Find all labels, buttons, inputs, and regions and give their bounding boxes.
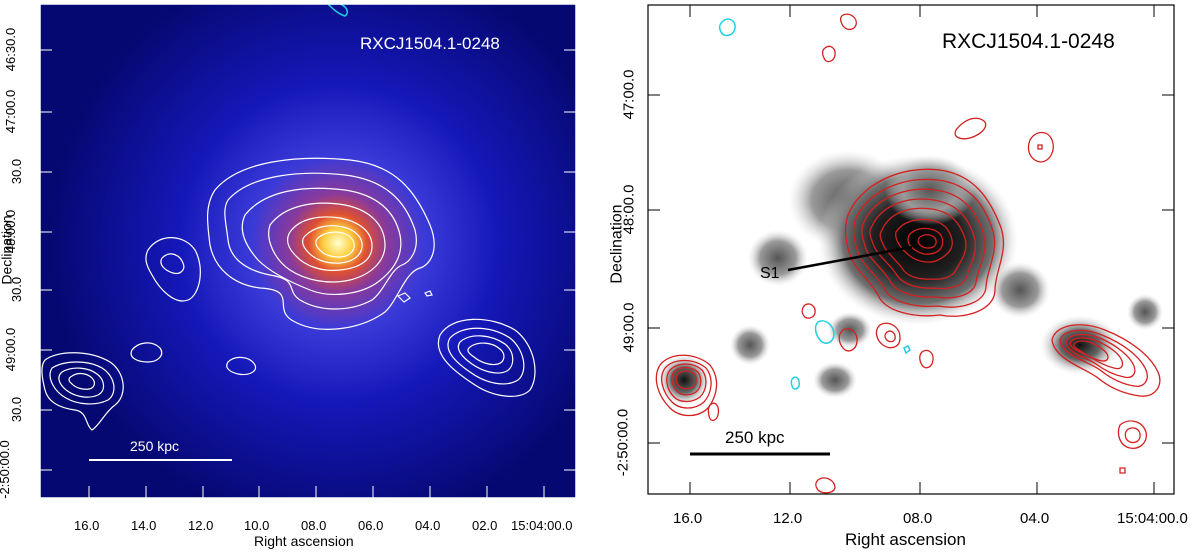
left-xtick-label: 06.0: [358, 518, 384, 533]
right-optical-image: [647, 4, 1175, 495]
galaxy-density: [658, 150, 1163, 406]
radio-contours-central-red: [844, 168, 1005, 317]
left-ticks: [40, 49, 576, 498]
right-panel: RXCJ1504.1-0248 250 kpc S1 16.0 12.0 08.…: [600, 0, 1200, 553]
right-title: RXCJ1504.1-0248: [942, 30, 1115, 53]
right-frame: [647, 4, 1175, 495]
right-ylabel: Declination: [608, 204, 626, 284]
right-xtick-label: 04.0: [1020, 510, 1050, 527]
left-xtick-label: 15:04:00.0: [511, 518, 573, 533]
right-ytick-label: 47:00.0: [620, 69, 638, 120]
negative-contour-left: [326, 3, 348, 17]
radio-contours-central: [207, 157, 435, 330]
right-ytick-label: -2:50:00.0: [614, 408, 632, 477]
source-label-s1: S1: [760, 265, 780, 282]
right-xtick-label: 16.0: [673, 510, 703, 527]
left-ytick-label: 30.0: [9, 396, 25, 423]
left-xlabel: Right ascension: [254, 533, 354, 549]
right-xtick-label: 15:04:00.0: [1117, 510, 1188, 527]
s1-pointer-line: [787, 245, 913, 272]
left-ytick-label: 47:00.0: [3, 89, 19, 134]
left-xtick-label: 12.0: [188, 518, 214, 533]
right-scale-label: 250 kpc: [725, 428, 785, 447]
left-panel: RXCJ1504.1-0248 250 kpc 16.0 14.0 12.0 1…: [0, 0, 590, 553]
right-ticks: [648, 5, 1174, 494]
right-xlabel: Right ascension: [845, 530, 966, 549]
left-ytick-label: -2:50:00.0: [0, 440, 12, 499]
radio-contours-sources-red: [655, 13, 1161, 494]
left-ytick-label: 49:00.0: [3, 327, 19, 372]
negative-contours-right: [718, 18, 911, 390]
right-xtick-label: 12.0: [773, 510, 803, 527]
left-scale-label: 250 kpc: [130, 438, 180, 454]
left-xtick-label: 14.0: [131, 518, 157, 533]
right-ytick-label: 49:00.0: [620, 302, 638, 353]
left-xtick-label: 02.0: [472, 518, 498, 533]
radio-contours-sources: [41, 237, 536, 431]
left-frame: [39, 3, 577, 499]
left-ytick-label: 30.0: [9, 158, 25, 185]
left-xtick-label: 16.0: [74, 518, 100, 533]
left-ytick-label: 46:30.0: [3, 27, 19, 72]
left-title: RXCJ1504.1-0248: [360, 34, 500, 53]
left-xray-image: [39, 3, 577, 499]
right-xtick-label: 08.0: [903, 510, 933, 527]
left-xtick-label: 04.0: [415, 518, 441, 533]
left-xtick-label: 08.0: [301, 518, 327, 533]
left-ylabel: Declination: [0, 215, 15, 285]
left-xtick-label: 10.0: [244, 518, 270, 533]
xray-field: [40, 4, 576, 498]
